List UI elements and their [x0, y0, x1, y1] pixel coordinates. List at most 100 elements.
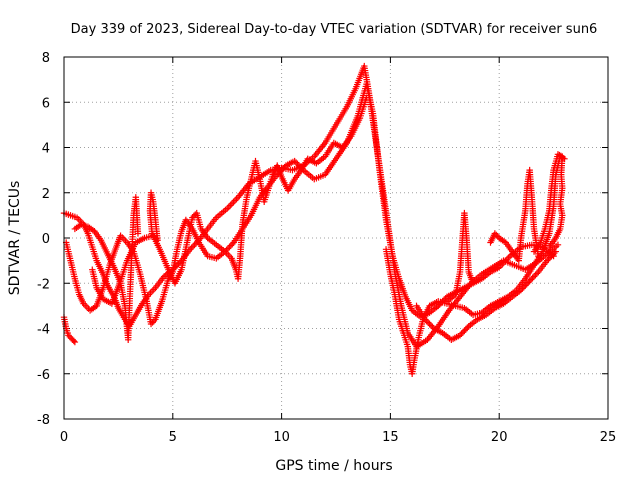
- data-point: [363, 94, 370, 101]
- data-point: [134, 230, 142, 237]
- data-point: [464, 324, 471, 331]
- chart-title: Day 339 of 2023, Sidereal Day-to-day VTE…: [71, 22, 598, 37]
- data-point: [149, 319, 156, 326]
- data-point: [543, 257, 551, 264]
- data-point: [224, 245, 232, 252]
- data-point: [526, 277, 533, 285]
- data-point: [491, 230, 499, 237]
- x-tick-label: 5: [169, 430, 177, 445]
- data-point: [551, 249, 558, 257]
- x-tick-label: 25: [600, 430, 617, 445]
- data-point: [549, 251, 557, 258]
- data-point: [461, 327, 468, 334]
- y-tick-label: 0: [42, 232, 50, 247]
- data-point: [227, 202, 234, 209]
- data-point: [523, 280, 530, 288]
- y-tick-label: 2: [42, 187, 50, 202]
- y-tick-labels: -8 -6 -4 -2 0 2 4 6 8: [37, 51, 50, 428]
- y-tick-label: 6: [42, 96, 50, 111]
- data-point: [533, 270, 541, 277]
- data-point: [519, 285, 526, 292]
- data-point: [189, 214, 196, 221]
- x-tick-label: 10: [273, 430, 290, 445]
- series-9: [530, 151, 566, 255]
- data-point: [545, 255, 552, 263]
- data-point: [525, 279, 532, 286]
- data-point: [548, 252, 555, 260]
- data-point: [228, 200, 236, 207]
- data-point: [554, 241, 562, 248]
- data-point: [70, 337, 77, 345]
- data-point: [231, 197, 239, 204]
- x-tick-labels: 0 5 10 15 20 25: [60, 430, 616, 445]
- data-point: [279, 165, 287, 172]
- series-4: [89, 94, 370, 307]
- data-point: [229, 240, 236, 248]
- data-point: [226, 243, 233, 251]
- y-tick-label: -8: [37, 413, 50, 428]
- data-point: [71, 338, 79, 346]
- data-point: [291, 157, 298, 165]
- data-point: [459, 329, 467, 336]
- data-point: [493, 231, 500, 239]
- data-point: [530, 273, 538, 280]
- series-3: [71, 194, 142, 344]
- y-tick-label: -4: [37, 323, 50, 338]
- y-axis-title: SDTVAR / TECUs: [7, 181, 23, 296]
- data-point: [65, 332, 72, 339]
- data-point: [147, 320, 155, 328]
- series-7: [443, 209, 477, 305]
- y-tick-label: -2: [37, 277, 50, 292]
- data-point: [295, 162, 303, 169]
- y-tick-label: -6: [37, 368, 50, 383]
- data-point: [427, 322, 435, 329]
- data-point: [554, 151, 562, 158]
- series-0: [60, 62, 562, 350]
- data-point: [227, 242, 235, 249]
- data-point: [552, 248, 559, 255]
- data-point: [462, 326, 470, 333]
- data-point: [294, 160, 301, 168]
- data-point: [150, 317, 158, 325]
- data-point: [520, 283, 528, 291]
- data-point: [426, 320, 433, 328]
- data-point: [527, 276, 535, 283]
- data-point: [233, 195, 240, 203]
- plot-frame: [63, 56, 609, 420]
- data-point: [532, 271, 539, 279]
- y-tick-label: 8: [42, 51, 50, 66]
- series-6: [413, 248, 559, 344]
- y-tick-label: 4: [42, 142, 50, 157]
- data-point: [188, 244, 195, 252]
- data-point: [189, 243, 197, 250]
- data-point: [422, 316, 429, 323]
- x-axis-title: GPS time / hours: [275, 458, 392, 474]
- data-point: [66, 333, 74, 340]
- series-5: [382, 153, 568, 377]
- x-tick-label: 15: [382, 430, 399, 445]
- data-point: [456, 332, 464, 339]
- data-point: [423, 317, 430, 325]
- series-2: [60, 313, 79, 346]
- data-point: [556, 151, 563, 159]
- data-point: [191, 241, 198, 248]
- data-marks: [60, 62, 568, 377]
- data-point: [529, 274, 536, 282]
- data-point: [522, 282, 529, 289]
- data-point: [535, 252, 542, 260]
- data-point: [424, 319, 432, 326]
- x-tick-label: 0: [60, 430, 68, 445]
- data-point: [190, 212, 198, 220]
- data-point: [230, 198, 237, 206]
- data-point: [546, 254, 554, 261]
- data-point: [557, 152, 565, 159]
- data-point: [517, 286, 525, 294]
- data-point: [225, 203, 232, 211]
- data-point: [546, 243, 553, 251]
- data-point: [469, 280, 477, 287]
- data-point: [458, 330, 465, 337]
- data-point: [175, 260, 182, 267]
- x-tick-label: 20: [491, 430, 508, 445]
- data-point: [292, 159, 300, 166]
